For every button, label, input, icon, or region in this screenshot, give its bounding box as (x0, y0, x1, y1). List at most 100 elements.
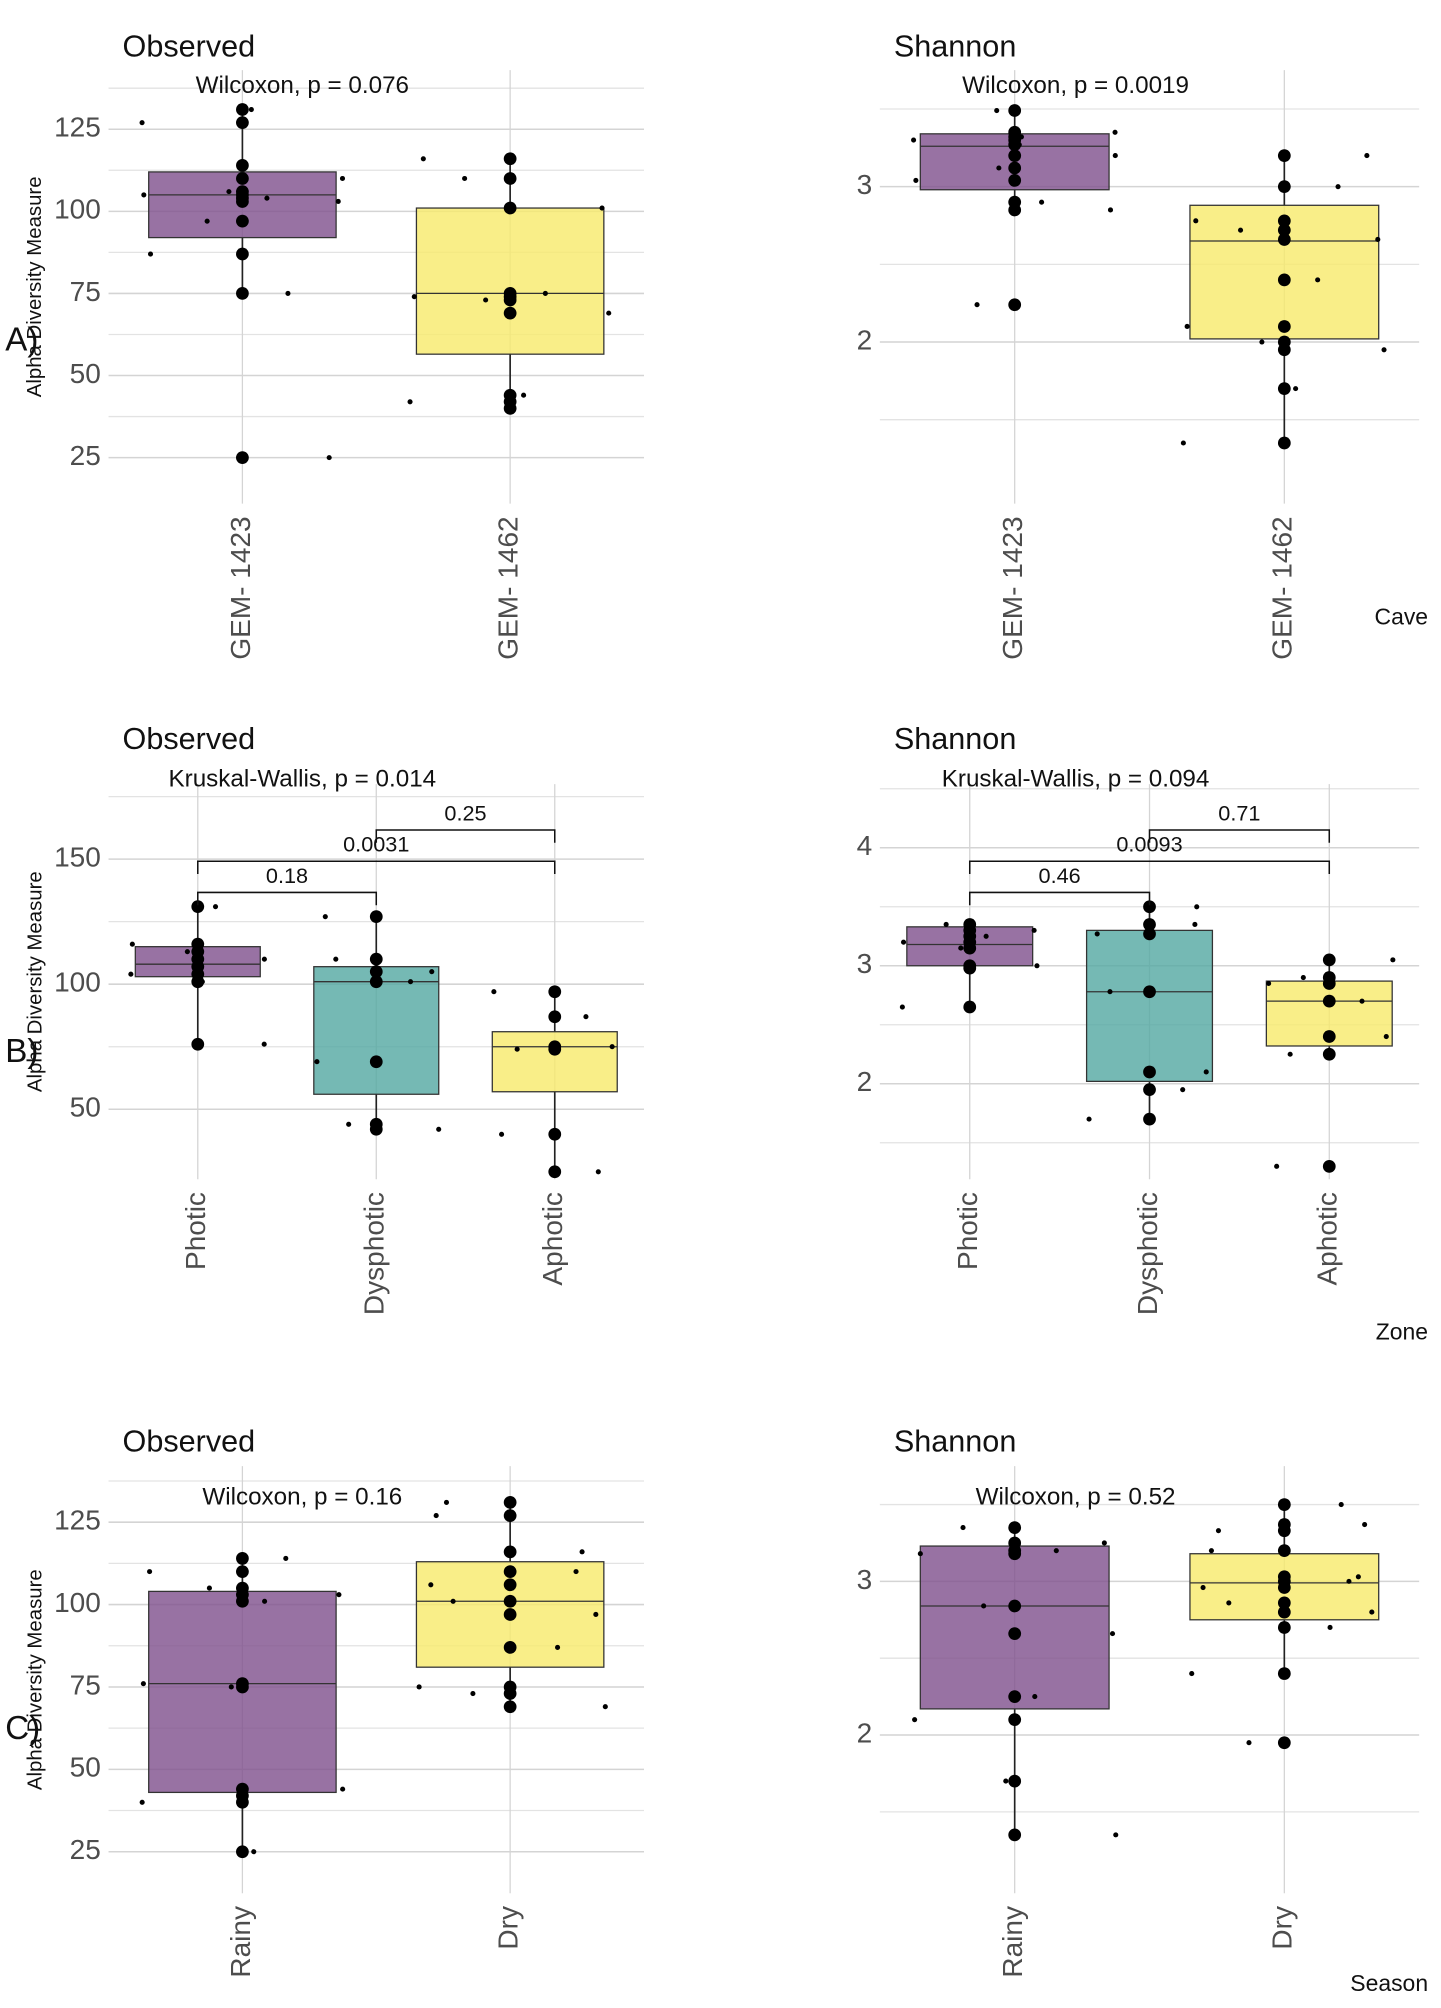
point (236, 451, 249, 464)
jitter-point (1200, 1584, 1206, 1591)
jitter-point (1315, 277, 1321, 283)
point (503, 1496, 517, 1509)
point (1143, 1065, 1156, 1079)
jitter-point (1193, 218, 1199, 224)
point (1277, 180, 1291, 194)
point (369, 1055, 383, 1069)
x-tick-label: Aphotic (537, 1192, 568, 1286)
jitter-point (1192, 921, 1198, 928)
jitter-point (285, 290, 291, 296)
y-tick-label: 100 (54, 194, 101, 225)
jitter-point (212, 904, 219, 910)
point (503, 1700, 517, 1714)
y-tick-label: 4 (857, 830, 873, 861)
jitter-point (261, 956, 267, 962)
y-tick-label: 25 (70, 440, 101, 471)
jitter-point (314, 1059, 320, 1065)
jitter-point (420, 156, 426, 162)
y-axis-label: Alpha Diversity Measure (24, 176, 46, 397)
panel-title: Shannon (894, 30, 1016, 64)
jitter-point (606, 310, 612, 316)
jitter-point (443, 1499, 450, 1505)
jitter-point (147, 1569, 153, 1575)
point (1008, 161, 1022, 175)
comparison-bracket (197, 891, 378, 906)
x-tick-label: Aphotic (1312, 1192, 1343, 1286)
x-tick-label: GEM- 1423 (225, 516, 256, 659)
point (236, 1680, 249, 1694)
jitter-point (913, 177, 919, 183)
jitter-point (1355, 1574, 1361, 1580)
jitter-point (1086, 1116, 1092, 1122)
jitter-point (1338, 1502, 1344, 1508)
jitter-point (199, 979, 205, 985)
test-label: Wilcoxon, p = 0.52 (976, 1483, 1176, 1510)
jitter-point (204, 218, 210, 224)
jitter-point (261, 1041, 267, 1047)
test-label: Wilcoxon, p = 0.0019 (962, 72, 1189, 99)
jitter-point (1346, 1578, 1352, 1584)
point (503, 201, 517, 215)
point (1277, 1524, 1291, 1538)
point (503, 293, 517, 307)
x-tick-label: Photic (952, 1192, 983, 1270)
y-tick-label: 3 (857, 1564, 873, 1595)
x-tick-label: Dysphotic (1132, 1192, 1163, 1315)
x-tick-label: Dry (1267, 1906, 1298, 1950)
y-tick-label: 75 (70, 276, 101, 307)
test-label: Wilcoxon, p = 0.076 (196, 72, 409, 99)
y-tick-label: 75 (70, 1669, 101, 1700)
y-tick-label: 100 (54, 1587, 101, 1618)
jitter-point (1034, 963, 1040, 969)
jitter-point (958, 945, 964, 951)
jitter-point (1112, 153, 1118, 159)
jitter-point (147, 251, 154, 257)
comparison-label: 0.71 (1218, 800, 1260, 825)
jitter-point (1180, 1087, 1186, 1093)
test-label: Kruskal-Wallis, p = 0.014 (169, 766, 437, 793)
y-tick-label: 125 (54, 1505, 101, 1536)
jitter-point (1359, 998, 1365, 1004)
jitter-point (981, 1603, 987, 1609)
point (503, 1608, 517, 1621)
x-tick-label: GEM- 1462 (493, 516, 524, 659)
point (236, 1594, 249, 1608)
jitter-point (994, 107, 1000, 114)
jitter-point (346, 1121, 352, 1127)
point (1277, 149, 1291, 162)
point (1143, 927, 1156, 941)
jitter-point (1287, 1051, 1293, 1057)
jitter-point (340, 1786, 346, 1792)
jitter-point (491, 989, 497, 995)
x-tick-label: Photic (180, 1192, 211, 1270)
jitter-point (573, 1569, 579, 1575)
point (1277, 273, 1291, 287)
point (1277, 1621, 1291, 1634)
jitter-point (599, 205, 605, 211)
point (1277, 233, 1291, 246)
jitter-point (555, 1644, 561, 1650)
jitter-point (483, 297, 489, 303)
jitter-point (1053, 1548, 1059, 1554)
jitter-point (1208, 1548, 1214, 1554)
jitter-point (1203, 1069, 1209, 1075)
point (236, 172, 249, 185)
jitter-point (1335, 184, 1341, 190)
x-tick-label: Rainy (225, 1906, 256, 1978)
jitter-point (900, 939, 907, 945)
jitter-point (505, 405, 511, 411)
point (503, 172, 517, 185)
jitter-point (911, 137, 917, 143)
point (1008, 138, 1022, 152)
point (1008, 1690, 1022, 1703)
jitter-point (336, 1592, 342, 1598)
point (963, 1000, 977, 1014)
point (503, 306, 517, 320)
jitter-point (583, 1014, 589, 1020)
comparison-label: 0.46 (1039, 863, 1081, 888)
jitter-point (333, 956, 339, 962)
comparison-bracket (968, 860, 1331, 874)
jitter-point (1032, 1694, 1038, 1700)
jitter-point (1189, 1671, 1195, 1677)
